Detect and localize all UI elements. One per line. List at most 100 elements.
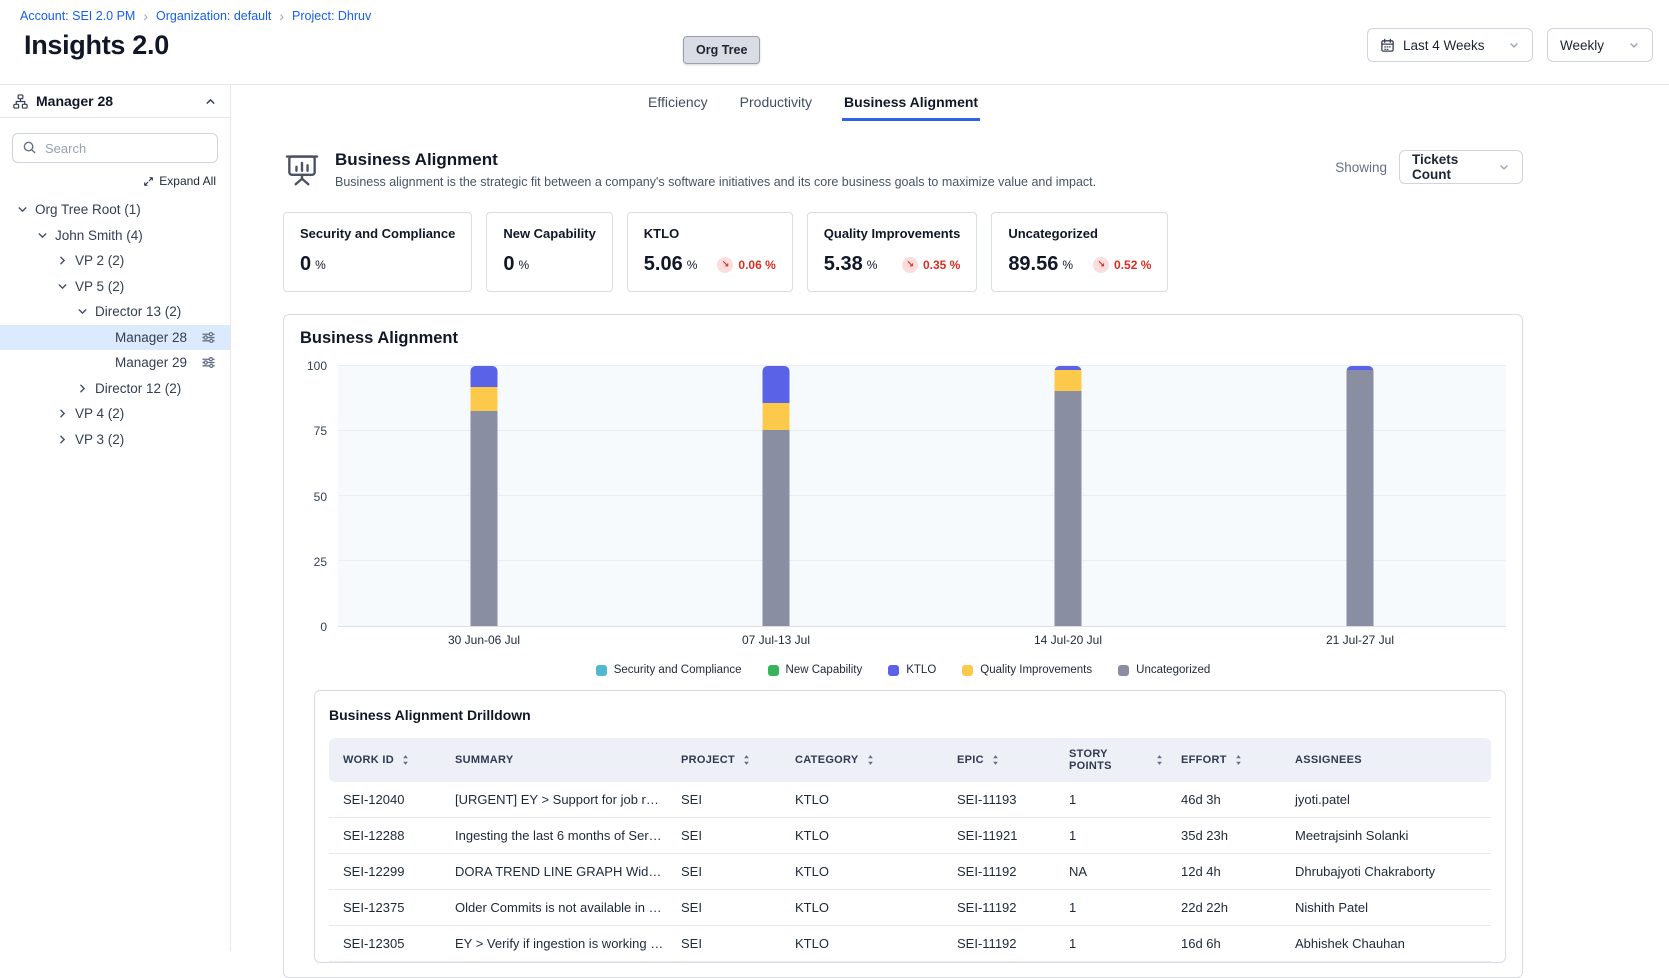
bar-segment[interactable] — [1055, 391, 1082, 626]
chart-title: Business Alignment — [300, 329, 1506, 348]
chevron-right-icon[interactable] — [54, 431, 70, 447]
column-header-effort[interactable]: EFFORT — [1173, 738, 1287, 782]
bar-segment[interactable] — [763, 430, 790, 626]
metric-card: Uncategorized89.56%↘0.52 % — [991, 212, 1168, 292]
column-header-story-points[interactable]: STORY POINTS — [1061, 738, 1173, 782]
trend-down-icon: ↘ — [1093, 257, 1109, 273]
tree-item[interactable]: VP 2 (2) — [0, 248, 230, 274]
chevron-up-icon[interactable] — [204, 95, 217, 108]
tab-business-alignment[interactable]: Business Alignment — [842, 85, 980, 121]
sort-icon[interactable] — [865, 754, 876, 766]
column-header-label: PROJECT — [681, 754, 735, 766]
chevron-right-icon[interactable] — [54, 253, 70, 269]
bar-segment[interactable] — [471, 387, 498, 411]
chevron-right-icon[interactable] — [74, 380, 90, 396]
column-header-label: ASSIGNEES — [1295, 754, 1362, 766]
table-cell: SEI — [673, 782, 787, 818]
granularity-select[interactable]: Weekly — [1547, 28, 1653, 62]
chevron-down-icon — [1498, 161, 1510, 173]
title-row: Insights 2.0 Org Tree Last 4 Weeks Weekl… — [0, 23, 1669, 62]
sort-icon[interactable] — [400, 754, 411, 766]
sort-icon[interactable] — [1154, 754, 1165, 766]
bar-segment[interactable] — [763, 366, 790, 403]
table-cell: KTLO — [787, 782, 949, 818]
legend-item[interactable]: New Capability — [768, 664, 863, 676]
bar-segment[interactable] — [763, 403, 790, 430]
tree-item[interactable]: VP 5 (2) — [0, 274, 230, 300]
table-row[interactable]: SEI-12040[URGENT] EY > Support for job r… — [329, 782, 1491, 818]
bar-segment[interactable] — [471, 366, 498, 387]
expand-all-button[interactable]: Expand All — [0, 165, 230, 195]
table-row[interactable]: SEI-12299DORA TREND LINE GRAPH Widgets i… — [329, 854, 1491, 890]
sliders-icon[interactable] — [201, 355, 216, 370]
table-cell: SEI — [673, 890, 787, 926]
table-cell: 1 — [1061, 818, 1173, 854]
column-header-project[interactable]: PROJECT — [673, 738, 787, 782]
tree-item[interactable]: VP 4 (2) — [0, 401, 230, 427]
chevron-down-icon[interactable] — [34, 227, 50, 243]
bar-segment[interactable] — [1347, 370, 1374, 626]
table-cell: DORA TREND LINE GRAPH Widgets is n... — [447, 854, 673, 890]
breadcrumb-item[interactable]: Organization: default — [156, 9, 271, 23]
y-tick-label: 0 — [320, 620, 327, 634]
table-row[interactable]: SEI-12305EY > Verify if ingestion is wor… — [329, 926, 1491, 962]
chevron-right-icon[interactable] — [54, 406, 70, 422]
tree-item[interactable]: Director 13 (2) — [0, 299, 230, 325]
sort-icon[interactable] — [1233, 754, 1244, 766]
column-header-label: CATEGORY — [795, 754, 859, 766]
legend-item[interactable]: Security and Compliance — [596, 664, 742, 676]
x-tick-label: 21 Jul-27 Jul — [1326, 633, 1394, 647]
table-cell: SEI-11192 — [949, 926, 1061, 962]
breadcrumb-item[interactable]: Account: SEI 2.0 PM — [20, 9, 135, 23]
sidebar-search — [12, 133, 218, 163]
breadcrumb-item[interactable]: Project: Dhruv — [292, 9, 371, 23]
org-tree-button[interactable]: Org Tree — [683, 36, 760, 64]
tab-efficiency[interactable]: Efficiency — [646, 85, 710, 121]
metric-card-title: New Capability — [503, 226, 595, 241]
table-row[interactable]: SEI-12375Older Commits is not available … — [329, 890, 1491, 926]
org-chart-icon — [13, 94, 28, 109]
table-cell: SEI-12305 — [329, 926, 447, 962]
legend-item[interactable]: KTLO — [888, 664, 936, 676]
metric-select-value: Tickets Count — [1412, 152, 1490, 182]
stacked-bar[interactable] — [763, 366, 790, 626]
table-cell: NA — [1061, 854, 1173, 890]
bar-segment[interactable] — [1055, 370, 1082, 391]
tree-item[interactable]: Director 12 (2) — [0, 376, 230, 402]
date-range-select[interactable]: Last 4 Weeks — [1367, 28, 1533, 62]
tree-item[interactable]: Org Tree Root (1) — [0, 197, 230, 223]
table-row[interactable]: SEI-12288Ingesting the last 6 months of … — [329, 818, 1491, 854]
legend-item[interactable]: Uncategorized — [1118, 664, 1210, 676]
bar-segment[interactable] — [471, 411, 498, 626]
column-header-category[interactable]: CATEGORY — [787, 738, 949, 782]
breadcrumb-separator-icon: › — [143, 9, 148, 23]
legend-swatch — [768, 665, 779, 676]
stacked-bar[interactable] — [1055, 366, 1082, 626]
search-input[interactable] — [12, 133, 218, 163]
showing-label: Showing — [1335, 160, 1387, 175]
tree-item[interactable]: VP 3 (2) — [0, 427, 230, 453]
chevron-down-icon[interactable] — [74, 304, 90, 320]
tree-item[interactable]: Manager 29 — [0, 350, 230, 376]
chevron-down-icon[interactable] — [54, 278, 70, 294]
expand-icon — [143, 176, 154, 187]
tree-item[interactable]: John Smith (4) — [0, 223, 230, 249]
chevron-down-icon — [1508, 39, 1520, 51]
breadcrumb-separator-icon: › — [279, 9, 284, 23]
metric-select[interactable]: Tickets Count — [1399, 150, 1523, 184]
legend-swatch — [596, 665, 607, 676]
column-header-work-id[interactable]: WORK ID — [329, 738, 447, 782]
x-axis: 30 Jun-06 Jul07 Jul-13 Jul14 Jul-20 Jul2… — [338, 633, 1506, 651]
stacked-bar[interactable] — [1347, 366, 1374, 626]
sort-icon[interactable] — [741, 754, 752, 766]
tree-item[interactable]: Manager 28 — [0, 325, 230, 351]
date-range-value: Last 4 Weeks — [1403, 38, 1485, 53]
legend-item[interactable]: Quality Improvements — [962, 664, 1092, 676]
chevron-down-icon[interactable] — [14, 202, 30, 218]
sliders-icon[interactable] — [201, 330, 216, 345]
stacked-bar[interactable] — [471, 366, 498, 626]
tab-productivity[interactable]: Productivity — [738, 85, 814, 121]
column-header-epic[interactable]: EPIC — [949, 738, 1061, 782]
legend-label: KTLO — [906, 664, 936, 676]
sort-icon[interactable] — [990, 754, 1001, 766]
